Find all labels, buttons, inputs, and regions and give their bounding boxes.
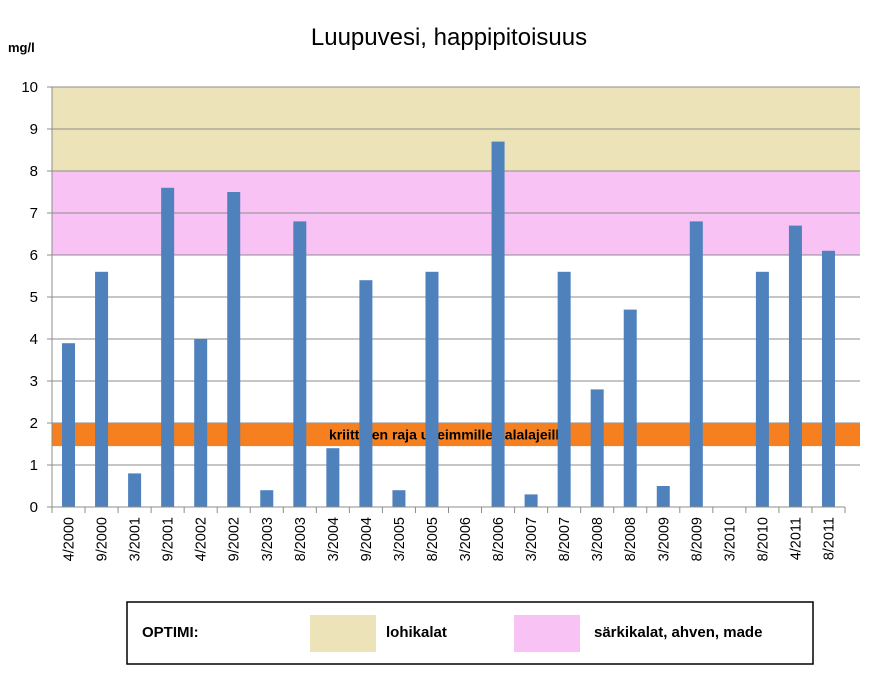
x-tick-label-3/2007: 3/2007	[524, 517, 540, 561]
x-tick-label-8/2005: 8/2005	[425, 517, 441, 561]
chart-title: Luupuvesi, happipitoisuus	[311, 24, 587, 51]
x-tick-label-3/2010: 3/2010	[722, 517, 738, 561]
axes	[47, 86, 846, 513]
x-tick-label-3/2005: 3/2005	[392, 517, 408, 561]
bar-3/2008	[590, 389, 604, 507]
bar-8/2011	[821, 250, 835, 508]
x-tick-label-3/2003: 3/2003	[260, 517, 276, 561]
bar-9/2001	[161, 187, 175, 508]
x-tick-label-8/2008: 8/2008	[623, 517, 639, 561]
y-tick-label-7: 7	[30, 205, 38, 222]
bar-9/2004	[359, 280, 373, 507]
y-tick-label-6: 6	[30, 247, 38, 264]
bar-4/2000	[62, 343, 76, 507]
bar-9/2002	[227, 192, 241, 507]
x-tick-label-8/2010: 8/2010	[755, 517, 771, 561]
bar-8/2008	[623, 309, 637, 507]
y-tick-label-3: 3	[30, 373, 38, 390]
bar-8/2010	[755, 271, 769, 507]
legend-swatch-sarkikalat	[514, 615, 580, 652]
critical-band: kriittinen raja useimmille kalalajeille	[52, 423, 860, 447]
bar-3/2009	[656, 486, 670, 507]
y-tick-label-10: 10	[21, 79, 38, 96]
bar-3/2001	[128, 473, 142, 507]
bar-8/2007	[557, 271, 571, 507]
x-tick-labels: 4/2000 9/2000 3/2001 9/2001 4/2002 9/2002 3/20…	[62, 517, 838, 561]
legend-label-lohikalat: lohikalat	[386, 624, 447, 641]
x-tick-label-8/2003: 8/2003	[293, 517, 309, 561]
y-tick-label-8: 8	[30, 163, 38, 180]
x-tick-label-4/2000: 4/2000	[62, 517, 78, 561]
x-tick-label-9/2000: 9/2000	[95, 517, 111, 561]
bar-8/2006	[491, 141, 505, 507]
legend-title: OPTIMI:	[142, 624, 199, 641]
legend-frame	[126, 601, 814, 665]
y-tick-label-2: 2	[30, 415, 38, 432]
x-tick-label-3/2008: 3/2008	[590, 517, 606, 561]
y-tick-label-4: 4	[30, 331, 38, 348]
legend-box: OPTIMI: lohikalat särkikalat, ahven, mad…	[126, 601, 814, 665]
bar-4/2002	[194, 339, 208, 507]
legend-swatch-lohikalat	[310, 615, 376, 652]
x-tick-label-3/2006: 3/2006	[458, 517, 474, 561]
bar-8/2003	[293, 221, 307, 507]
x-tick-label-8/2011: 8/2011	[821, 517, 837, 560]
y-tick-label-9: 9	[30, 121, 38, 138]
legend-label-sarkikalat: särkikalat, ahven, made	[594, 624, 762, 641]
x-tick-label-9/2001: 9/2001	[161, 517, 177, 561]
y-tick-labels: 0 1 2 3 4 5 6 7 8 9 10	[21, 79, 38, 516]
gridlines	[52, 86, 860, 466]
x-tick-label-9/2004: 9/2004	[359, 517, 375, 561]
x-tick-label-8/2007: 8/2007	[557, 517, 573, 561]
x-tick-label-3/2004: 3/2004	[326, 517, 342, 561]
y-axis-unit: mg/l	[8, 40, 35, 55]
bar-3/2005	[392, 490, 406, 507]
critical-band-rect	[52, 423, 860, 447]
bar-3/2004	[326, 448, 340, 507]
bars	[62, 141, 835, 508]
bar-8/2005	[425, 271, 439, 507]
x-tick-label-4/2011: 4/2011	[788, 517, 804, 560]
bar-9/2000	[95, 271, 109, 507]
y-tick-label-0: 0	[30, 499, 38, 516]
bar-3/2007	[524, 494, 538, 507]
critical-band-label: kriittinen raja useimmille kalalajeille	[329, 427, 567, 443]
x-tick-label-3/2009: 3/2009	[656, 517, 672, 561]
x-tick-label-9/2002: 9/2002	[227, 517, 243, 561]
x-tick-label-8/2006: 8/2006	[491, 517, 507, 561]
y-tick-label-5: 5	[30, 289, 38, 306]
bar-8/2009	[689, 221, 703, 507]
bar-3/2003	[260, 490, 274, 507]
x-tick-label-4/2002: 4/2002	[194, 517, 210, 561]
y-tick-label-1: 1	[30, 457, 38, 474]
x-tick-label-8/2009: 8/2009	[689, 517, 705, 561]
x-tick-label-3/2001: 3/2001	[128, 517, 144, 561]
bar-4/2011	[788, 225, 802, 507]
